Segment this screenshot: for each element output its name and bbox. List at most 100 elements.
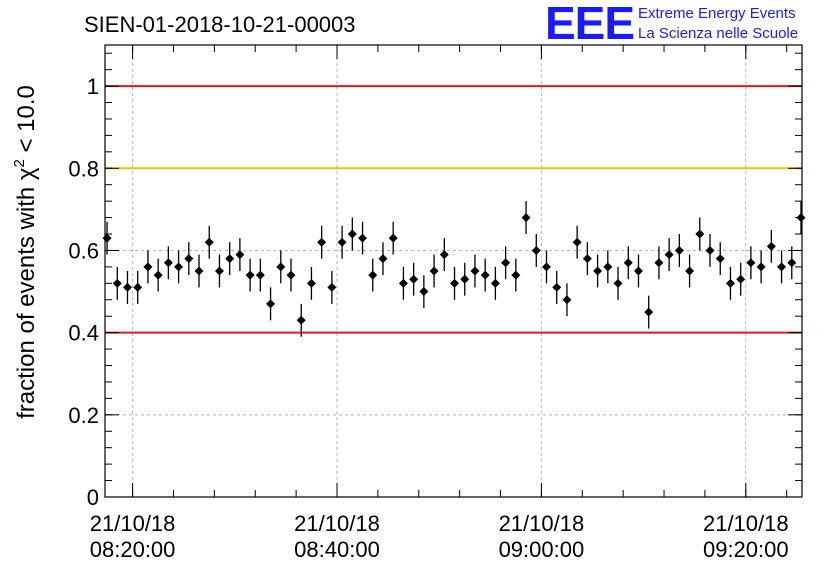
data-point bbox=[225, 254, 235, 264]
data-point bbox=[214, 266, 224, 276]
data-point bbox=[122, 282, 132, 292]
plot-frame bbox=[104, 44, 803, 498]
y-axis-label-sup: 2 bbox=[11, 159, 28, 167]
data-point bbox=[388, 233, 398, 243]
data-point bbox=[613, 278, 623, 288]
data-point bbox=[542, 262, 552, 272]
data-point bbox=[531, 245, 541, 255]
data-point bbox=[501, 258, 511, 268]
axis-ticks bbox=[105, 45, 802, 498]
y-tick-labels: 0 0.2 0.4 0.6 0.8 1 bbox=[68, 74, 99, 510]
data-point bbox=[378, 254, 388, 264]
data-point bbox=[204, 237, 214, 247]
grid-layer bbox=[105, 45, 802, 497]
data-point bbox=[593, 266, 603, 276]
y-tick-label: 0.8 bbox=[68, 156, 99, 181]
data-point bbox=[787, 258, 797, 268]
data-point bbox=[633, 266, 643, 276]
data-point bbox=[715, 254, 725, 264]
data-point bbox=[419, 287, 429, 297]
data-point bbox=[245, 270, 255, 280]
data-point bbox=[705, 245, 715, 255]
data-point bbox=[266, 299, 276, 309]
data-point bbox=[796, 213, 806, 223]
y-axis-label-suffix: < 10.0 bbox=[13, 85, 40, 159]
x-tick-label-date: 21/10/18 bbox=[294, 511, 380, 536]
data-point bbox=[480, 270, 490, 280]
y-tick-label: 0.6 bbox=[68, 238, 99, 263]
x-tick-label-time: 08:40:00 bbox=[294, 537, 380, 562]
data-point bbox=[143, 262, 153, 272]
data-point bbox=[102, 233, 112, 243]
data-point bbox=[296, 315, 306, 325]
data-point bbox=[184, 254, 194, 264]
data-point bbox=[112, 278, 122, 288]
data-point bbox=[664, 250, 674, 260]
y-tick-label: 0.4 bbox=[68, 321, 99, 346]
data-point bbox=[429, 266, 439, 276]
data-point bbox=[572, 237, 582, 247]
logo-line-1: Extreme Energy Events bbox=[638, 5, 796, 22]
data-point bbox=[450, 278, 460, 288]
data-point bbox=[460, 274, 470, 284]
data-point bbox=[490, 278, 500, 288]
data-point bbox=[582, 254, 592, 264]
y-tick-label: 0.2 bbox=[68, 403, 99, 428]
data-point bbox=[409, 274, 419, 284]
data-point bbox=[746, 258, 756, 268]
x-tick-label-time: 08:20:00 bbox=[90, 537, 176, 562]
data-point bbox=[368, 270, 378, 280]
y-axis-label: fraction of events with χ2 < 10.0 bbox=[11, 85, 40, 419]
data-point bbox=[674, 245, 684, 255]
data-point bbox=[194, 266, 204, 276]
data-point bbox=[725, 278, 735, 288]
data-point bbox=[317, 237, 327, 247]
data-point bbox=[562, 295, 572, 305]
data-point bbox=[174, 262, 184, 272]
y-tick-label: 1 bbox=[87, 74, 99, 99]
data-point bbox=[255, 270, 265, 280]
data-points bbox=[102, 201, 806, 337]
data-point bbox=[470, 266, 480, 276]
data-point bbox=[163, 258, 173, 268]
x-tick-label-time: 09:20:00 bbox=[703, 537, 789, 562]
data-point bbox=[286, 270, 296, 280]
logo-mark: EEE bbox=[545, 0, 635, 49]
data-point bbox=[695, 229, 705, 239]
data-point bbox=[306, 278, 316, 288]
x-tick-labels: 21/10/1808:20:0021/10/1808:40:0021/10/18… bbox=[90, 511, 789, 562]
data-point bbox=[736, 274, 746, 284]
data-point bbox=[347, 229, 357, 239]
data-point bbox=[603, 262, 613, 272]
logo-line-2: La Scienza nelle Scuole bbox=[638, 25, 799, 42]
data-point bbox=[358, 233, 368, 243]
data-point bbox=[521, 213, 531, 223]
chart-title: SIEN-01-2018-10-21-00003 bbox=[84, 12, 356, 37]
data-point bbox=[153, 270, 163, 280]
data-point bbox=[133, 282, 143, 292]
data-point bbox=[552, 282, 562, 292]
x-tick-label-date: 21/10/18 bbox=[703, 511, 789, 536]
x-tick-label-date: 21/10/18 bbox=[499, 511, 585, 536]
data-point bbox=[327, 282, 337, 292]
y-axis-label-prefix: fraction of events with bbox=[13, 180, 40, 419]
data-point bbox=[623, 258, 633, 268]
x-tick-label-date: 21/10/18 bbox=[90, 511, 176, 536]
data-point bbox=[685, 266, 695, 276]
data-point bbox=[644, 307, 654, 317]
data-point bbox=[654, 258, 664, 268]
data-point bbox=[398, 278, 408, 288]
x-tick-label-time: 09:00:00 bbox=[499, 537, 585, 562]
data-point bbox=[756, 262, 766, 272]
y-tick-label: 0 bbox=[87, 485, 99, 510]
data-point bbox=[439, 250, 449, 260]
data-point bbox=[766, 241, 776, 251]
data-point bbox=[337, 237, 347, 247]
eee-logo: EEE Extreme Energy Events La Scienza nel… bbox=[545, 0, 835, 49]
data-point bbox=[235, 250, 245, 260]
data-point bbox=[777, 262, 787, 272]
y-axis-label-chi: χ bbox=[13, 167, 40, 180]
reference-lines bbox=[105, 85, 802, 334]
data-point bbox=[276, 262, 286, 272]
